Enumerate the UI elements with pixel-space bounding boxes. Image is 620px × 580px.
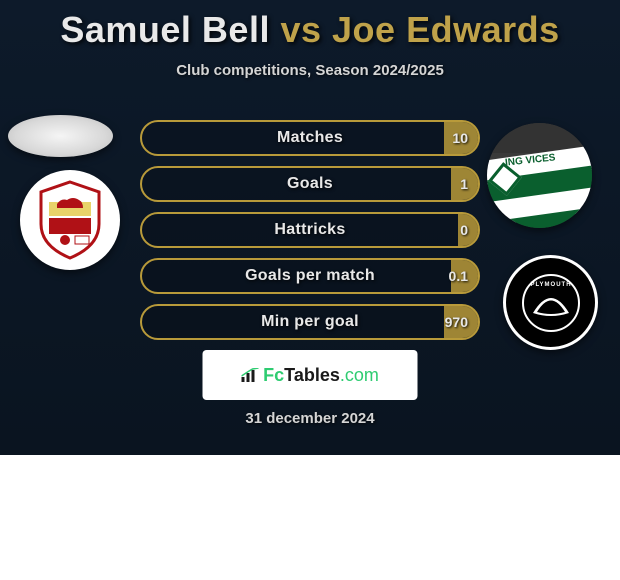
bar-label: Goals per match [140, 258, 480, 294]
bar-value-right: 0.1 [449, 258, 468, 294]
vs-text: vs [280, 9, 321, 50]
stat-bars: Matches10Goals1Hattricks0Goals per match… [140, 120, 480, 350]
bar-value-right: 10 [452, 120, 468, 156]
player1-photo [8, 115, 113, 157]
bar-chart-icon [241, 368, 259, 382]
logo-text: FcTables.com [263, 365, 379, 386]
bristol-city-crest [20, 170, 120, 270]
subtitle: Club competitions, Season 2024/2025 [0, 62, 620, 79]
bar-label: Matches [140, 120, 480, 156]
plymouth-argyle-crest: PLYMOUTH [503, 255, 598, 350]
bar-value-right: 0 [460, 212, 468, 248]
hoops-shirt: ING VICES [487, 123, 592, 228]
logo-tables: Tables [284, 365, 340, 385]
logo-suffix: .com [340, 365, 379, 385]
stat-row: Hattricks0 [140, 212, 480, 248]
stat-row: Goals1 [140, 166, 480, 202]
bar-label: Hattricks [140, 212, 480, 248]
bar-label: Min per goal [140, 304, 480, 340]
bar-label: Goals [140, 166, 480, 202]
logo-fc: Fc [263, 365, 284, 385]
player2-photo: ING VICES [487, 123, 592, 228]
stat-row: Goals per match0.1 [140, 258, 480, 294]
stat-row: Matches10 [140, 120, 480, 156]
crest-icon [35, 180, 105, 260]
player1-name: Samuel Bell [60, 9, 270, 50]
player2-name: Joe Edwards [332, 9, 560, 50]
bar-value-right: 1 [460, 166, 468, 202]
page-title: Samuel Bell vs Joe Edwards [0, 10, 620, 50]
crest-icon: PLYMOUTH [521, 273, 581, 333]
date: 31 december 2024 [0, 410, 620, 427]
fctables-logo: FcTables.com [203, 350, 418, 400]
stat-row: Min per goal970 [140, 304, 480, 340]
bar-value-right: 970 [445, 304, 468, 340]
svg-text:PLYMOUTH: PLYMOUTH [530, 282, 571, 288]
